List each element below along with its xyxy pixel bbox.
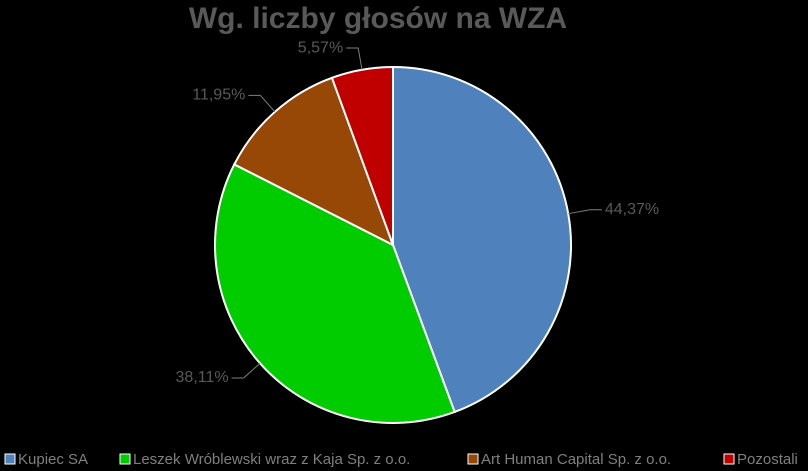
value-label: 5,57%	[298, 39, 343, 56]
pie-slice	[232, 76, 395, 248]
legend-label: Pozostali	[737, 451, 798, 468]
value-label: 38,11%	[176, 369, 229, 386]
pie-slice	[330, 65, 394, 246]
leader-line	[568, 209, 602, 215]
legend-label: Art Human Capital Sp. z o.o.	[481, 451, 671, 468]
legend-label: Leszek Wróblewski wraz z Kaja Sp. z o.o.	[133, 451, 410, 468]
pie-slice	[214, 163, 456, 424]
value-label: 44,37%	[605, 201, 659, 218]
legend-swatch	[119, 453, 131, 465]
legend-swatch	[467, 453, 479, 465]
leader-line	[248, 94, 276, 113]
value-label: 11,95%	[192, 87, 245, 104]
legend-swatch	[723, 453, 735, 465]
chart-title: Wg. liczby głosów na WZA	[189, 2, 567, 35]
pie-slice	[392, 65, 572, 414]
legend-swatch	[4, 453, 16, 465]
leader-line	[346, 47, 363, 70]
leader-line	[231, 362, 261, 379]
legend-label: Kupiec SA	[18, 451, 88, 468]
